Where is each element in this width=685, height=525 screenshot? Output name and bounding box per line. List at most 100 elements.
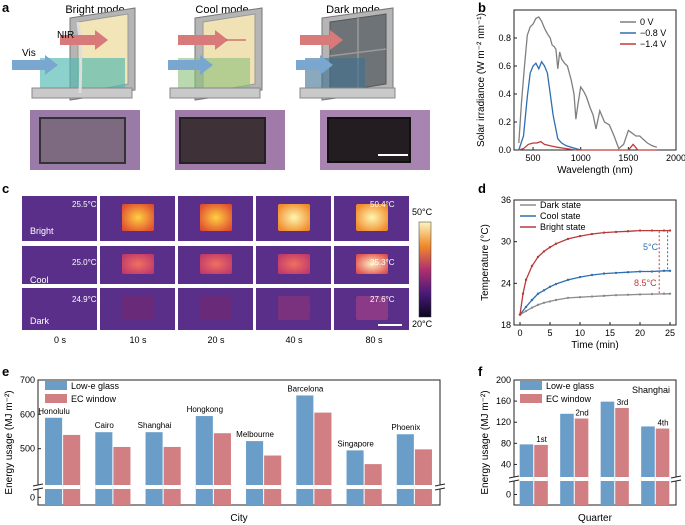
row-label-bright: Bright bbox=[30, 226, 54, 236]
bar-cairo-0 bbox=[95, 432, 113, 505]
bar-4th-1 bbox=[655, 428, 670, 505]
legend-label: Low-e glass bbox=[546, 381, 595, 391]
window-illustration-bright: Bright mode NIR Vis bbox=[12, 4, 136, 101]
bar-break bbox=[655, 477, 670, 481]
window-illustration-dark: Dark mode bbox=[296, 4, 396, 101]
x-tick-label: 2000 bbox=[666, 153, 685, 163]
legend-label: Dark state bbox=[540, 200, 581, 210]
bar-3rd-1 bbox=[615, 407, 629, 505]
bar-barcelona-1 bbox=[314, 412, 332, 505]
window-illustration-cool: Cool mode bbox=[168, 4, 263, 101]
data-point bbox=[566, 237, 570, 241]
category-label: Hongkong bbox=[187, 405, 223, 414]
thermal-image-r1-c0 bbox=[22, 246, 97, 284]
data-point bbox=[536, 255, 540, 259]
data-point bbox=[662, 229, 666, 232]
time-label-0: 0 s bbox=[54, 335, 67, 345]
data-point bbox=[590, 295, 594, 298]
plot-frame bbox=[37, 379, 441, 506]
panel-label-a: a bbox=[2, 0, 10, 15]
photo-bright bbox=[30, 110, 140, 170]
category-label: 2nd bbox=[575, 409, 588, 418]
y-tick-label: 120 bbox=[496, 417, 511, 427]
data-point bbox=[566, 296, 570, 300]
bar-3rd-0 bbox=[600, 401, 615, 505]
y-tick-label: 0.0 bbox=[498, 145, 511, 155]
legend-label: EC window bbox=[71, 394, 117, 404]
axis-break-mark bbox=[670, 479, 682, 483]
axis-break-gap bbox=[34, 485, 42, 489]
bar-phoenix-1 bbox=[414, 449, 432, 505]
thermal-hotspot-r0-c1 bbox=[122, 204, 154, 231]
data-point bbox=[668, 269, 672, 273]
x-tick-label: 20 bbox=[635, 328, 645, 338]
category-label: 3rd bbox=[617, 398, 629, 407]
bar-1st-1 bbox=[534, 444, 548, 505]
data-point bbox=[638, 293, 642, 296]
data-point bbox=[602, 272, 606, 275]
nir-arrow bbox=[60, 30, 108, 50]
bar-break bbox=[63, 485, 81, 489]
bar-break bbox=[600, 477, 615, 481]
data-point bbox=[602, 294, 606, 298]
bar-break bbox=[264, 485, 282, 489]
bar-hongkong-0 bbox=[195, 416, 213, 505]
temp-dark-end: 27.6°C bbox=[370, 295, 395, 304]
bar-phoenix-0 bbox=[396, 434, 414, 505]
x-tick-label: 1500 bbox=[618, 153, 638, 163]
thermal-hotspot-r2-c4 bbox=[356, 296, 388, 320]
panel-label-f: f bbox=[478, 364, 483, 379]
data-point bbox=[602, 231, 606, 234]
data-point bbox=[524, 305, 528, 309]
colorbar: 50°C 20°C bbox=[412, 207, 433, 329]
axis-break-mark bbox=[32, 483, 44, 487]
data-point bbox=[524, 278, 528, 282]
vis-arrow bbox=[12, 55, 58, 75]
chart-d-temperature: 0 5 10 15 20 25 18 24 30 36 Time (min) Temperature … bbox=[480, 195, 677, 351]
data-point bbox=[650, 270, 654, 273]
plot-frame bbox=[513, 199, 677, 326]
bar-break bbox=[641, 477, 655, 481]
data-point bbox=[614, 230, 618, 234]
bar-2nd-0 bbox=[560, 413, 574, 505]
y-axis-label: Solar irradiance (W m⁻² nm⁻¹) bbox=[476, 13, 487, 147]
bar-honolulu-1 bbox=[63, 434, 81, 505]
bar-break bbox=[346, 485, 364, 489]
y-tick-label: 0.4 bbox=[498, 89, 511, 99]
data-point bbox=[668, 229, 672, 232]
category-label: 1st bbox=[536, 435, 547, 444]
x-tick-label: 15 bbox=[605, 328, 615, 338]
data-point bbox=[521, 292, 525, 295]
x-tick-label: 25 bbox=[665, 328, 675, 338]
x-tick-label: 10 bbox=[575, 328, 585, 338]
series-line-0 bbox=[518, 16, 658, 150]
data-point bbox=[662, 269, 666, 273]
bar-4th-0 bbox=[641, 426, 655, 505]
data-point bbox=[530, 306, 534, 309]
bar-break bbox=[560, 477, 574, 481]
y-tick-label: 40 bbox=[501, 459, 511, 469]
legend-label: Low-e glass bbox=[71, 381, 120, 391]
data-point bbox=[650, 229, 654, 232]
y-tick-label: 0.2 bbox=[498, 117, 511, 127]
nir-arrow-dark bbox=[300, 30, 343, 50]
data-point bbox=[554, 242, 558, 245]
panel-c-thermal-grid bbox=[22, 196, 409, 330]
bar-shanghai-1 bbox=[163, 446, 181, 505]
data-point bbox=[614, 271, 618, 275]
bar-break bbox=[246, 485, 264, 489]
data-point bbox=[590, 232, 594, 236]
y-tick-label: 0.6 bbox=[498, 61, 511, 71]
photo-dark bbox=[320, 110, 430, 170]
chart-b-solar-irradiance: 500 1000 1500 2000 0.0 0.2 0.4 0.6 0.8 Wavelength… bbox=[476, 9, 685, 176]
y-axis-label: Energy usage (MJ m⁻²) bbox=[4, 390, 15, 494]
bar-cairo-1 bbox=[113, 446, 131, 505]
data-point bbox=[554, 298, 558, 302]
y-tick-label: 600 bbox=[20, 409, 35, 419]
y-tick-label: 0 bbox=[30, 492, 35, 502]
legend-label: Cool state bbox=[540, 211, 581, 221]
nir-arrow-cool bbox=[178, 30, 228, 50]
y-tick-label: 24 bbox=[501, 278, 511, 288]
y-axis-label: Energy usage (MJ m⁻²) bbox=[480, 390, 491, 494]
data-point bbox=[536, 292, 540, 295]
